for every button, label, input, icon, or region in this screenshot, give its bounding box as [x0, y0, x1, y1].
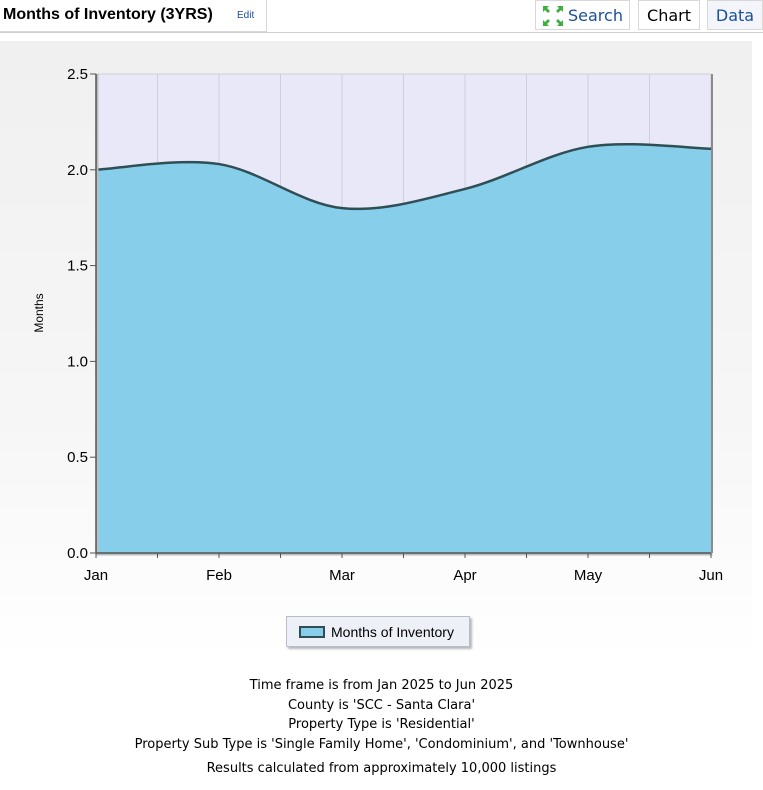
- tab-data-label: Data: [715, 6, 755, 25]
- tab-search-label: Search: [568, 6, 623, 25]
- x-tick-label: Apr: [453, 567, 476, 584]
- chart: 0.0 0.5 1.0 1.5 2.0 2.5 Jan Feb Mar Apr May Jun Mont…: [32, 66, 723, 584]
- x-tick-label: Jan: [84, 567, 108, 584]
- y-tick-label: 1.5: [67, 258, 88, 275]
- footer-timeframe: Time frame is from Jan 2025 to Jun 2025: [249, 678, 514, 693]
- x-tick-label: Jun: [699, 567, 723, 584]
- footer-county: County is 'SCC - Santa Clara': [287, 697, 476, 713]
- expand-icon: [543, 6, 563, 26]
- header-divider: [0, 32, 763, 33]
- edit-link[interactable]: Edit: [237, 10, 255, 21]
- x-tick-label: Feb: [206, 567, 232, 584]
- series-area-months-of-inventory: [96, 144, 711, 553]
- y-tick-label: 1.0: [67, 353, 88, 370]
- chart-legend: Months of Inventory: [286, 616, 470, 647]
- y-tick-label: 0.0: [67, 545, 88, 562]
- x-tick-label: Mar: [329, 567, 355, 584]
- page-title: Months of Inventory (3YRS): [3, 6, 213, 23]
- legend-swatch: [299, 626, 325, 638]
- y-axis-label: Months: [32, 293, 46, 332]
- tab-chart-label: Chart: [647, 6, 691, 25]
- legend-label: Months of Inventory: [331, 624, 454, 640]
- y-tick-label: 2.5: [67, 66, 88, 83]
- title-box: Months of Inventory (3YRS) Edit: [0, 0, 267, 32]
- tab-data[interactable]: Data: [707, 0, 763, 30]
- footer-results: Results calculated from approximately 10…: [206, 761, 557, 776]
- y-tick-label: 2.0: [67, 162, 88, 179]
- y-tick-label: 0.5: [67, 449, 88, 466]
- series-line-months-of-inventory: [95, 142, 712, 211]
- chart-footer: Time frame is from Jan 2025 to Jun 2025 …: [0, 676, 763, 779]
- tab-chart[interactable]: Chart: [638, 0, 700, 30]
- x-tick-label: May: [574, 567, 603, 584]
- tab-search[interactable]: Search: [535, 0, 630, 30]
- footer-property-subtype: Property Sub Type is 'Single Family Home…: [134, 736, 629, 752]
- footer-property-type: Property Type is 'Residential': [288, 717, 475, 732]
- chart-header: Months of Inventory (3YRS) Edit Search C…: [0, 0, 763, 33]
